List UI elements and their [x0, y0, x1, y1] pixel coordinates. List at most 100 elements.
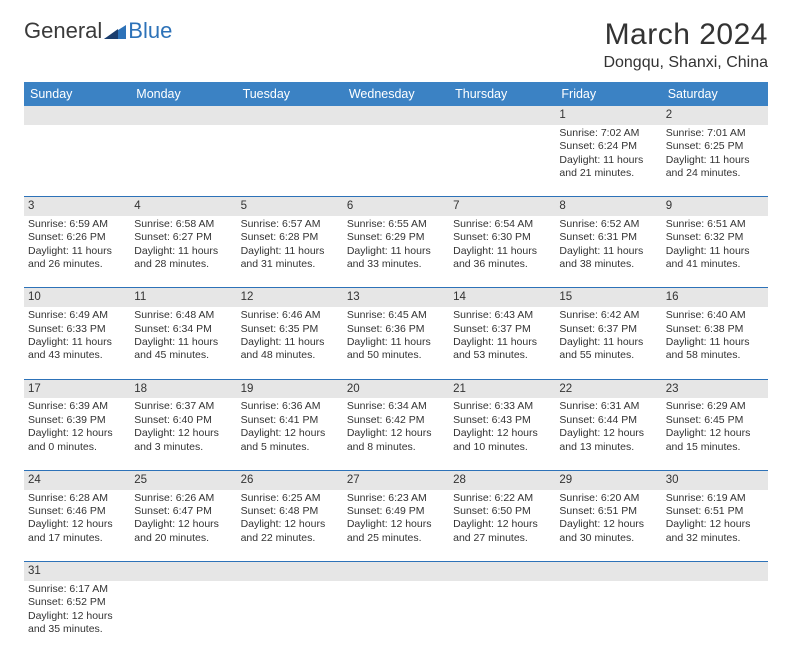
day-line: Daylight: 11 hours	[559, 336, 657, 349]
day-cell: Sunrise: 6:22 AMSunset: 6:50 PMDaylight:…	[449, 490, 555, 562]
day-cell: Sunrise: 6:57 AMSunset: 6:28 PMDaylight:…	[237, 216, 343, 288]
day-line: Daylight: 12 hours	[666, 427, 764, 440]
day-line: and 31 minutes.	[241, 258, 339, 271]
day-line: Sunset: 6:37 PM	[559, 323, 657, 336]
day-number: 27	[343, 470, 449, 489]
day-line: Sunrise: 6:34 AM	[347, 400, 445, 413]
day-cell	[237, 125, 343, 197]
day-number	[24, 106, 130, 125]
day-number: 10	[24, 288, 130, 307]
day-line: Sunset: 6:30 PM	[453, 231, 551, 244]
day-line: and 10 minutes.	[453, 441, 551, 454]
day-cell: Sunrise: 7:01 AMSunset: 6:25 PMDaylight:…	[662, 125, 768, 197]
day-number: 11	[130, 288, 236, 307]
day-cell: Sunrise: 6:26 AMSunset: 6:47 PMDaylight:…	[130, 490, 236, 562]
day-cell: Sunrise: 6:23 AMSunset: 6:49 PMDaylight:…	[343, 490, 449, 562]
day-line: and 25 minutes.	[347, 532, 445, 545]
day-cell: Sunrise: 6:37 AMSunset: 6:40 PMDaylight:…	[130, 398, 236, 470]
day-line: Sunrise: 6:19 AM	[666, 492, 764, 505]
day-line: Sunset: 6:24 PM	[559, 140, 657, 153]
day-number: 24	[24, 470, 130, 489]
day-cell: Sunrise: 6:49 AMSunset: 6:33 PMDaylight:…	[24, 307, 130, 379]
day-line: and 22 minutes.	[241, 532, 339, 545]
day-number: 3	[24, 197, 130, 216]
day-line: Sunset: 6:36 PM	[347, 323, 445, 336]
logo-text-general: General	[24, 18, 102, 44]
day-number: 23	[662, 379, 768, 398]
day-line: Daylight: 12 hours	[134, 518, 232, 531]
day-number: 29	[555, 470, 661, 489]
day-cell: Sunrise: 6:40 AMSunset: 6:38 PMDaylight:…	[662, 307, 768, 379]
day-cell: Sunrise: 7:02 AMSunset: 6:24 PMDaylight:…	[555, 125, 661, 197]
day-cell: Sunrise: 6:34 AMSunset: 6:42 PMDaylight:…	[343, 398, 449, 470]
location: Dongqu, Shanxi, China	[603, 54, 768, 72]
day-number: 16	[662, 288, 768, 307]
day-line: and 28 minutes.	[134, 258, 232, 271]
day-line: Sunset: 6:51 PM	[559, 505, 657, 518]
day-number: 13	[343, 288, 449, 307]
day-number: 2	[662, 106, 768, 125]
day-line: and 55 minutes.	[559, 349, 657, 362]
day-content-row: Sunrise: 6:39 AMSunset: 6:39 PMDaylight:…	[24, 398, 768, 470]
calendar-table: SundayMondayTuesdayWednesdayThursdayFrid…	[24, 82, 768, 653]
day-line: Daylight: 11 hours	[28, 245, 126, 258]
day-line: and 50 minutes.	[347, 349, 445, 362]
day-header-row: SundayMondayTuesdayWednesdayThursdayFrid…	[24, 82, 768, 106]
daynum-row: 17181920212223	[24, 379, 768, 398]
day-line: Sunset: 6:31 PM	[559, 231, 657, 244]
day-line: and 15 minutes.	[666, 441, 764, 454]
day-number: 1	[555, 106, 661, 125]
day-line: Sunset: 6:25 PM	[666, 140, 764, 153]
day-line: Sunset: 6:44 PM	[559, 414, 657, 427]
day-cell	[555, 581, 661, 653]
day-line: Sunrise: 6:45 AM	[347, 309, 445, 322]
day-line: Sunrise: 6:33 AM	[453, 400, 551, 413]
day-line: Sunrise: 6:26 AM	[134, 492, 232, 505]
day-line: Daylight: 12 hours	[666, 518, 764, 531]
day-number	[130, 106, 236, 125]
day-line: Sunset: 6:28 PM	[241, 231, 339, 244]
day-cell	[130, 581, 236, 653]
day-content-row: Sunrise: 6:17 AMSunset: 6:52 PMDaylight:…	[24, 581, 768, 653]
day-number: 8	[555, 197, 661, 216]
day-line: Sunrise: 6:48 AM	[134, 309, 232, 322]
day-line: Sunrise: 6:29 AM	[666, 400, 764, 413]
day-content-row: Sunrise: 6:59 AMSunset: 6:26 PMDaylight:…	[24, 216, 768, 288]
day-line: Daylight: 12 hours	[347, 427, 445, 440]
day-line: Daylight: 11 hours	[666, 154, 764, 167]
day-line: and 26 minutes.	[28, 258, 126, 271]
day-line: Sunrise: 6:40 AM	[666, 309, 764, 322]
day-line: and 17 minutes.	[28, 532, 126, 545]
month-title: March 2024	[603, 18, 768, 52]
day-header: Thursday	[449, 82, 555, 106]
day-line: Sunrise: 6:20 AM	[559, 492, 657, 505]
day-line: Sunset: 6:32 PM	[666, 231, 764, 244]
day-cell	[237, 581, 343, 653]
day-line: Sunrise: 6:17 AM	[28, 583, 126, 596]
day-line: Sunrise: 6:58 AM	[134, 218, 232, 231]
day-content-row: Sunrise: 7:02 AMSunset: 6:24 PMDaylight:…	[24, 125, 768, 197]
day-line: Sunrise: 6:43 AM	[453, 309, 551, 322]
day-cell: Sunrise: 6:52 AMSunset: 6:31 PMDaylight:…	[555, 216, 661, 288]
day-number: 26	[237, 470, 343, 489]
day-line: and 32 minutes.	[666, 532, 764, 545]
day-cell	[24, 125, 130, 197]
day-line: Daylight: 12 hours	[241, 518, 339, 531]
day-line: Sunrise: 6:59 AM	[28, 218, 126, 231]
day-line: Sunrise: 6:28 AM	[28, 492, 126, 505]
day-line: Sunset: 6:49 PM	[347, 505, 445, 518]
day-line: and 53 minutes.	[453, 349, 551, 362]
day-line: Sunrise: 6:49 AM	[28, 309, 126, 322]
day-line: and 35 minutes.	[28, 623, 126, 636]
day-line: Sunrise: 6:36 AM	[241, 400, 339, 413]
day-header: Friday	[555, 82, 661, 106]
day-number	[343, 562, 449, 581]
day-cell: Sunrise: 6:17 AMSunset: 6:52 PMDaylight:…	[24, 581, 130, 653]
day-number: 4	[130, 197, 236, 216]
day-line: Daylight: 12 hours	[241, 427, 339, 440]
day-line: Daylight: 11 hours	[666, 245, 764, 258]
day-line: Sunset: 6:48 PM	[241, 505, 339, 518]
day-line: and 27 minutes.	[453, 532, 551, 545]
day-number	[237, 106, 343, 125]
day-number: 31	[24, 562, 130, 581]
